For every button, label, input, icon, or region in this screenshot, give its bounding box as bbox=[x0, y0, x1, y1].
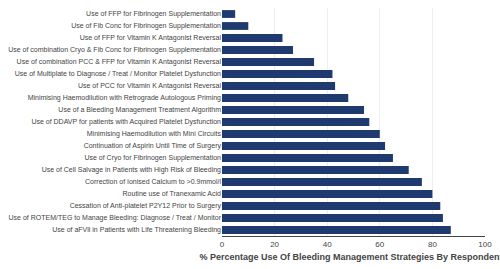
svg-text:Minimising Haemodilution with: Minimising Haemodilution with Mini Circu… bbox=[87, 130, 222, 138]
svg-text:100: 100 bbox=[478, 240, 492, 249]
svg-text:0: 0 bbox=[220, 240, 225, 249]
svg-text:Use of FFP for Vitamin K Antag: Use of FFP for Vitamin K Antagonist Reve… bbox=[80, 34, 222, 42]
svg-text:60: 60 bbox=[375, 240, 384, 249]
svg-text:Use of FFP for Fibrinogen Supp: Use of FFP for Fibrinogen Supplementatio… bbox=[86, 10, 221, 18]
svg-text:Use of Cryo for Fibrinogen Sup: Use of Cryo for Fibrinogen Supplementati… bbox=[84, 154, 221, 162]
svg-text:% Percentage Use Of Bleeding M: % Percentage Use Of Bleeding Management … bbox=[199, 252, 500, 262]
svg-text:Use of combination PCC & FFP f: Use of combination PCC & FFP for Vitamin… bbox=[17, 58, 222, 66]
svg-text:Routine use of Tranexamic Acid: Routine use of Tranexamic Acid bbox=[123, 190, 222, 197]
svg-text:Use of Fib Conc for Fibrinogen: Use of Fib Conc for Fibrinogen Supplemen… bbox=[71, 22, 221, 30]
svg-text:Use of combination Cryo & Fib: Use of combination Cryo & Fib Conc for F… bbox=[8, 46, 221, 54]
svg-text:80: 80 bbox=[428, 240, 437, 249]
svg-text:Minimising Haemodilution with: Minimising Haemodilution with Retrograde… bbox=[28, 94, 221, 102]
svg-text:Use of ROTEM/TEG to Manage Ble: Use of ROTEM/TEG to Manage Bleeding: Dia… bbox=[9, 214, 222, 222]
svg-text:Correction of Ionised Calcium: Correction of Ionised Calcium to >0.9mmo… bbox=[85, 178, 221, 185]
svg-text:20: 20 bbox=[270, 240, 279, 249]
svg-text:Use of PCC for Vitamin K Antag: Use of PCC for Vitamin K Antagonist Reve… bbox=[78, 82, 221, 90]
svg-text:Continuation of Aspirin Until: Continuation of Aspirin Until Time of Su… bbox=[84, 142, 222, 150]
svg-text:Use of DDAVP for patients with: Use of DDAVP for patients with Acquired … bbox=[31, 118, 221, 126]
svg-text:40: 40 bbox=[323, 240, 332, 249]
svg-text:Use of Cell Salvage in Patient: Use of Cell Salvage in Patients with Hig… bbox=[42, 166, 221, 174]
svg-text:Use of a Bleeding Management T: Use of a Bleeding Management Treatment A… bbox=[58, 106, 221, 114]
svg-text:Use of Multiplate to Diagnose: Use of Multiplate to Diagnose / Treat / … bbox=[15, 70, 221, 78]
svg-text:Use of aFVll in Patients with: Use of aFVll in Patients with Life Threa… bbox=[52, 226, 221, 234]
svg-text:Cessation of Anti-platelet P2Y: Cessation of Anti-platelet P2Y12 Prior t… bbox=[70, 202, 222, 210]
